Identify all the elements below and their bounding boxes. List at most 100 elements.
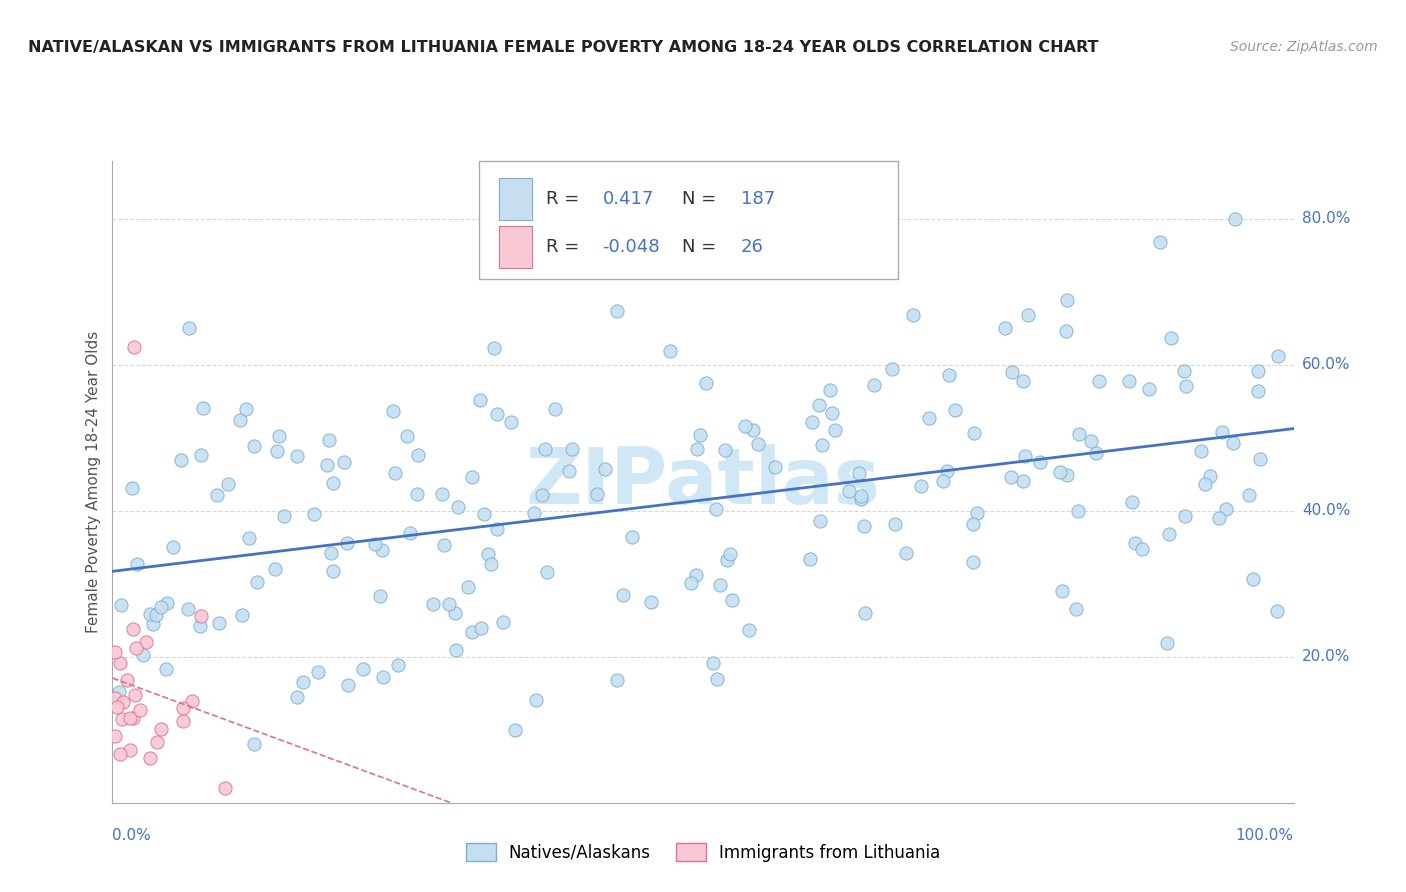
Point [382,404,405,418]
Point [621,530,644,544]
Point [606,673,628,687]
Point [118,743,141,757]
Point [371,669,394,683]
Point [1050,584,1073,599]
Point [146,735,169,749]
Point [307,665,329,680]
Point [1199,469,1222,483]
Point [395,429,418,443]
Point [128,703,150,717]
Point [1012,375,1035,389]
Point [461,625,484,640]
Point [115,673,138,687]
Text: N =: N = [682,238,721,256]
Text: 0.0%: 0.0% [112,828,152,843]
FancyBboxPatch shape [499,227,531,268]
Point [333,455,356,469]
Text: -0.048: -0.048 [603,238,661,256]
Point [1084,445,1107,459]
Point [108,747,131,761]
Point [443,606,465,620]
Point [1160,331,1182,345]
Point [302,507,325,521]
Point [208,615,231,630]
Point [242,438,264,452]
Point [135,635,157,649]
Point [468,393,491,408]
Point [193,401,215,415]
Point [337,678,360,692]
Point [149,599,172,614]
Point [685,567,707,582]
Point [821,406,844,420]
Point [319,546,342,560]
Point [799,552,821,566]
Point [406,487,429,501]
Point [606,304,628,318]
Point [695,376,717,390]
Text: 20.0%: 20.0% [1302,649,1350,665]
Point [1173,364,1195,378]
Point [910,479,932,493]
Point [162,540,184,554]
Point [1156,636,1178,650]
Point [1137,382,1160,396]
Point [1056,468,1078,483]
Point [446,500,468,514]
Text: R =: R = [546,238,585,256]
Text: 60.0%: 60.0% [1302,358,1350,372]
Point [104,690,127,705]
Point [120,711,142,725]
Point [122,340,145,354]
Point [145,607,167,622]
Point [962,516,984,531]
Text: 40.0%: 40.0% [1302,503,1350,518]
Point [716,553,738,567]
Legend: Natives/Alaskans, Immigrants from Lithuania: Natives/Alaskans, Immigrants from Lithua… [458,837,948,868]
Point [884,517,907,532]
Point [962,555,984,569]
Point [139,751,162,765]
Point [179,320,201,334]
Point [1049,465,1071,479]
Point [686,442,709,456]
Point [1012,474,1035,488]
Point [273,509,295,524]
Point [1064,601,1087,615]
Point [595,461,617,475]
Point [190,448,212,462]
Point [801,416,824,430]
Point [246,574,269,589]
Point [523,506,546,520]
Point [461,470,484,484]
Text: Source: ZipAtlas.com: Source: ZipAtlas.com [1230,40,1378,54]
Point [1211,425,1233,439]
Point [1222,436,1244,450]
Point [1265,604,1288,618]
Point [370,542,392,557]
Point [214,781,236,796]
Point [422,597,444,611]
Point [863,378,886,392]
Point [121,481,143,495]
Point [718,547,741,561]
Point [742,423,765,437]
Point [485,522,508,536]
Point [1159,526,1181,541]
Point [122,622,145,636]
Point [763,459,786,474]
Point [824,423,846,437]
Point [188,619,211,633]
Point [235,402,257,417]
Point [1267,349,1289,363]
Point [963,425,986,440]
Point [811,438,834,452]
Point [316,458,339,473]
Point [1215,502,1237,516]
Point [994,321,1017,335]
Point [530,488,553,502]
Point [704,502,727,516]
Point [149,722,172,736]
Point [285,449,308,463]
Point [125,640,148,655]
